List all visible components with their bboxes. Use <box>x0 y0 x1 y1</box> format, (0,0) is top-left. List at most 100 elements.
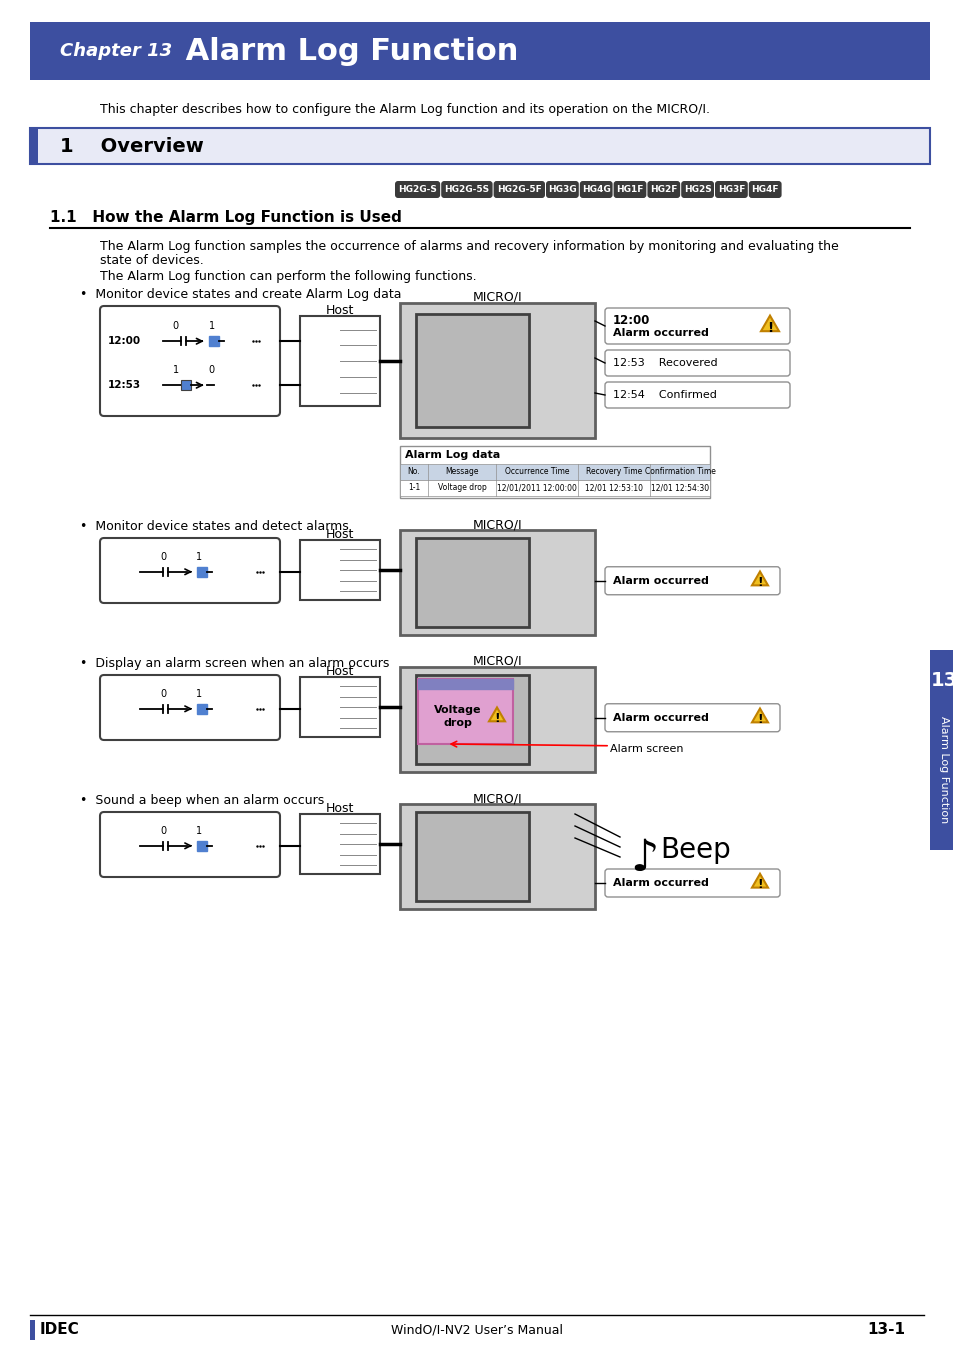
Bar <box>416 675 528 764</box>
Bar <box>416 539 528 626</box>
Text: •  Monitor device states and detect alarms: • Monitor device states and detect alarm… <box>80 520 349 533</box>
Text: !: ! <box>766 321 772 335</box>
Bar <box>209 336 218 346</box>
Text: Alarm screen: Alarm screen <box>609 744 682 753</box>
Text: Occurrence Time: Occurrence Time <box>504 467 569 477</box>
Bar <box>299 540 379 599</box>
Text: 12:53: 12:53 <box>108 381 141 390</box>
Bar <box>399 805 595 909</box>
FancyBboxPatch shape <box>680 181 713 198</box>
FancyBboxPatch shape <box>604 308 789 344</box>
Text: 12:54    Confirmed: 12:54 Confirmed <box>613 390 716 400</box>
Text: !: ! <box>757 879 762 891</box>
Bar <box>30 128 929 163</box>
Text: Recovery Time: Recovery Time <box>585 467 641 477</box>
Text: Message: Message <box>445 467 478 477</box>
FancyBboxPatch shape <box>579 181 612 198</box>
Text: MICRO/I: MICRO/I <box>472 292 521 304</box>
Text: Voltage drop: Voltage drop <box>437 483 486 493</box>
Text: Host: Host <box>326 304 354 317</box>
Text: 12:53    Recovered: 12:53 Recovered <box>613 358 717 369</box>
Text: No.: No. <box>407 467 420 477</box>
Text: 0: 0 <box>160 688 166 699</box>
Text: 0: 0 <box>172 321 178 331</box>
FancyBboxPatch shape <box>100 306 280 416</box>
Text: 1: 1 <box>195 688 202 699</box>
Text: Voltage: Voltage <box>434 705 480 716</box>
Text: 12/01/2011 12:00:00: 12/01/2011 12:00:00 <box>497 483 577 493</box>
FancyBboxPatch shape <box>604 567 780 595</box>
Text: MICRO/I: MICRO/I <box>472 792 521 805</box>
Bar <box>30 22 929 80</box>
FancyBboxPatch shape <box>604 869 780 896</box>
Bar <box>399 302 595 437</box>
Text: Host: Host <box>326 528 354 541</box>
Polygon shape <box>489 707 504 721</box>
FancyBboxPatch shape <box>100 675 280 740</box>
Bar <box>416 813 528 900</box>
Text: Alarm Log data: Alarm Log data <box>405 450 499 460</box>
Text: HG3G: HG3G <box>548 185 577 194</box>
Text: 1: 1 <box>209 321 214 331</box>
Text: Confirmation Time: Confirmation Time <box>644 467 715 477</box>
Text: Alarm occurred: Alarm occurred <box>613 713 708 722</box>
FancyBboxPatch shape <box>748 181 781 198</box>
FancyBboxPatch shape <box>604 382 789 408</box>
Bar <box>417 679 513 744</box>
Text: Alarm Log Function: Alarm Log Function <box>174 36 517 66</box>
Text: Beep: Beep <box>659 836 730 864</box>
Text: HG2G-5F: HG2G-5F <box>497 185 541 194</box>
Bar <box>299 676 379 737</box>
Bar <box>299 814 379 873</box>
Text: 0: 0 <box>209 366 214 375</box>
Text: The Alarm Log function can perform the following functions.: The Alarm Log function can perform the f… <box>100 270 476 284</box>
FancyBboxPatch shape <box>493 181 544 198</box>
Text: MICRO/I: MICRO/I <box>472 655 521 668</box>
Text: Alarm Log Function: Alarm Log Function <box>938 717 948 824</box>
Text: 13: 13 <box>929 671 953 690</box>
Text: Chapter 13: Chapter 13 <box>60 42 178 59</box>
Text: HG3F: HG3F <box>717 185 744 194</box>
Text: IDEC: IDEC <box>40 1323 80 1338</box>
FancyBboxPatch shape <box>100 539 280 603</box>
Text: Alarm occurred: Alarm occurred <box>613 328 708 338</box>
Text: drop: drop <box>442 718 472 728</box>
Bar <box>399 531 595 634</box>
Bar <box>30 128 38 163</box>
Text: HG2S: HG2S <box>683 185 711 194</box>
FancyBboxPatch shape <box>440 181 492 198</box>
Bar <box>181 381 191 390</box>
Text: 1: 1 <box>172 366 178 375</box>
FancyBboxPatch shape <box>714 181 747 198</box>
Bar <box>399 464 709 481</box>
FancyBboxPatch shape <box>545 181 578 198</box>
Text: MICRO/I: MICRO/I <box>472 518 521 531</box>
Bar <box>416 313 528 427</box>
Text: HG4F: HG4F <box>751 185 779 194</box>
FancyBboxPatch shape <box>647 181 679 198</box>
Polygon shape <box>760 316 779 331</box>
Text: 13-1: 13-1 <box>866 1323 904 1338</box>
Text: !: ! <box>494 713 499 725</box>
Text: HG2F: HG2F <box>649 185 677 194</box>
FancyBboxPatch shape <box>604 703 780 732</box>
Text: 12/01 12:54:30: 12/01 12:54:30 <box>650 483 708 493</box>
Bar <box>197 567 207 576</box>
Text: state of devices.: state of devices. <box>100 254 204 267</box>
FancyBboxPatch shape <box>395 181 439 198</box>
Bar <box>399 667 595 772</box>
Polygon shape <box>751 709 767 722</box>
Text: •  Monitor device states and create Alarm Log data: • Monitor device states and create Alarm… <box>80 288 401 301</box>
Text: 1    Overview: 1 Overview <box>60 136 204 155</box>
Text: 1.1   How the Alarm Log Function is Used: 1.1 How the Alarm Log Function is Used <box>50 211 401 225</box>
Text: HG1F: HG1F <box>616 185 643 194</box>
Text: Host: Host <box>326 802 354 815</box>
Bar <box>417 679 513 688</box>
Text: WindO/I-NV2 User’s Manual: WindO/I-NV2 User’s Manual <box>391 1323 562 1336</box>
Bar <box>929 649 953 850</box>
Text: HG2G-5S: HG2G-5S <box>444 185 489 194</box>
Bar <box>197 841 207 850</box>
Text: HG4G: HG4G <box>581 185 610 194</box>
Bar <box>399 446 709 498</box>
FancyBboxPatch shape <box>613 181 646 198</box>
